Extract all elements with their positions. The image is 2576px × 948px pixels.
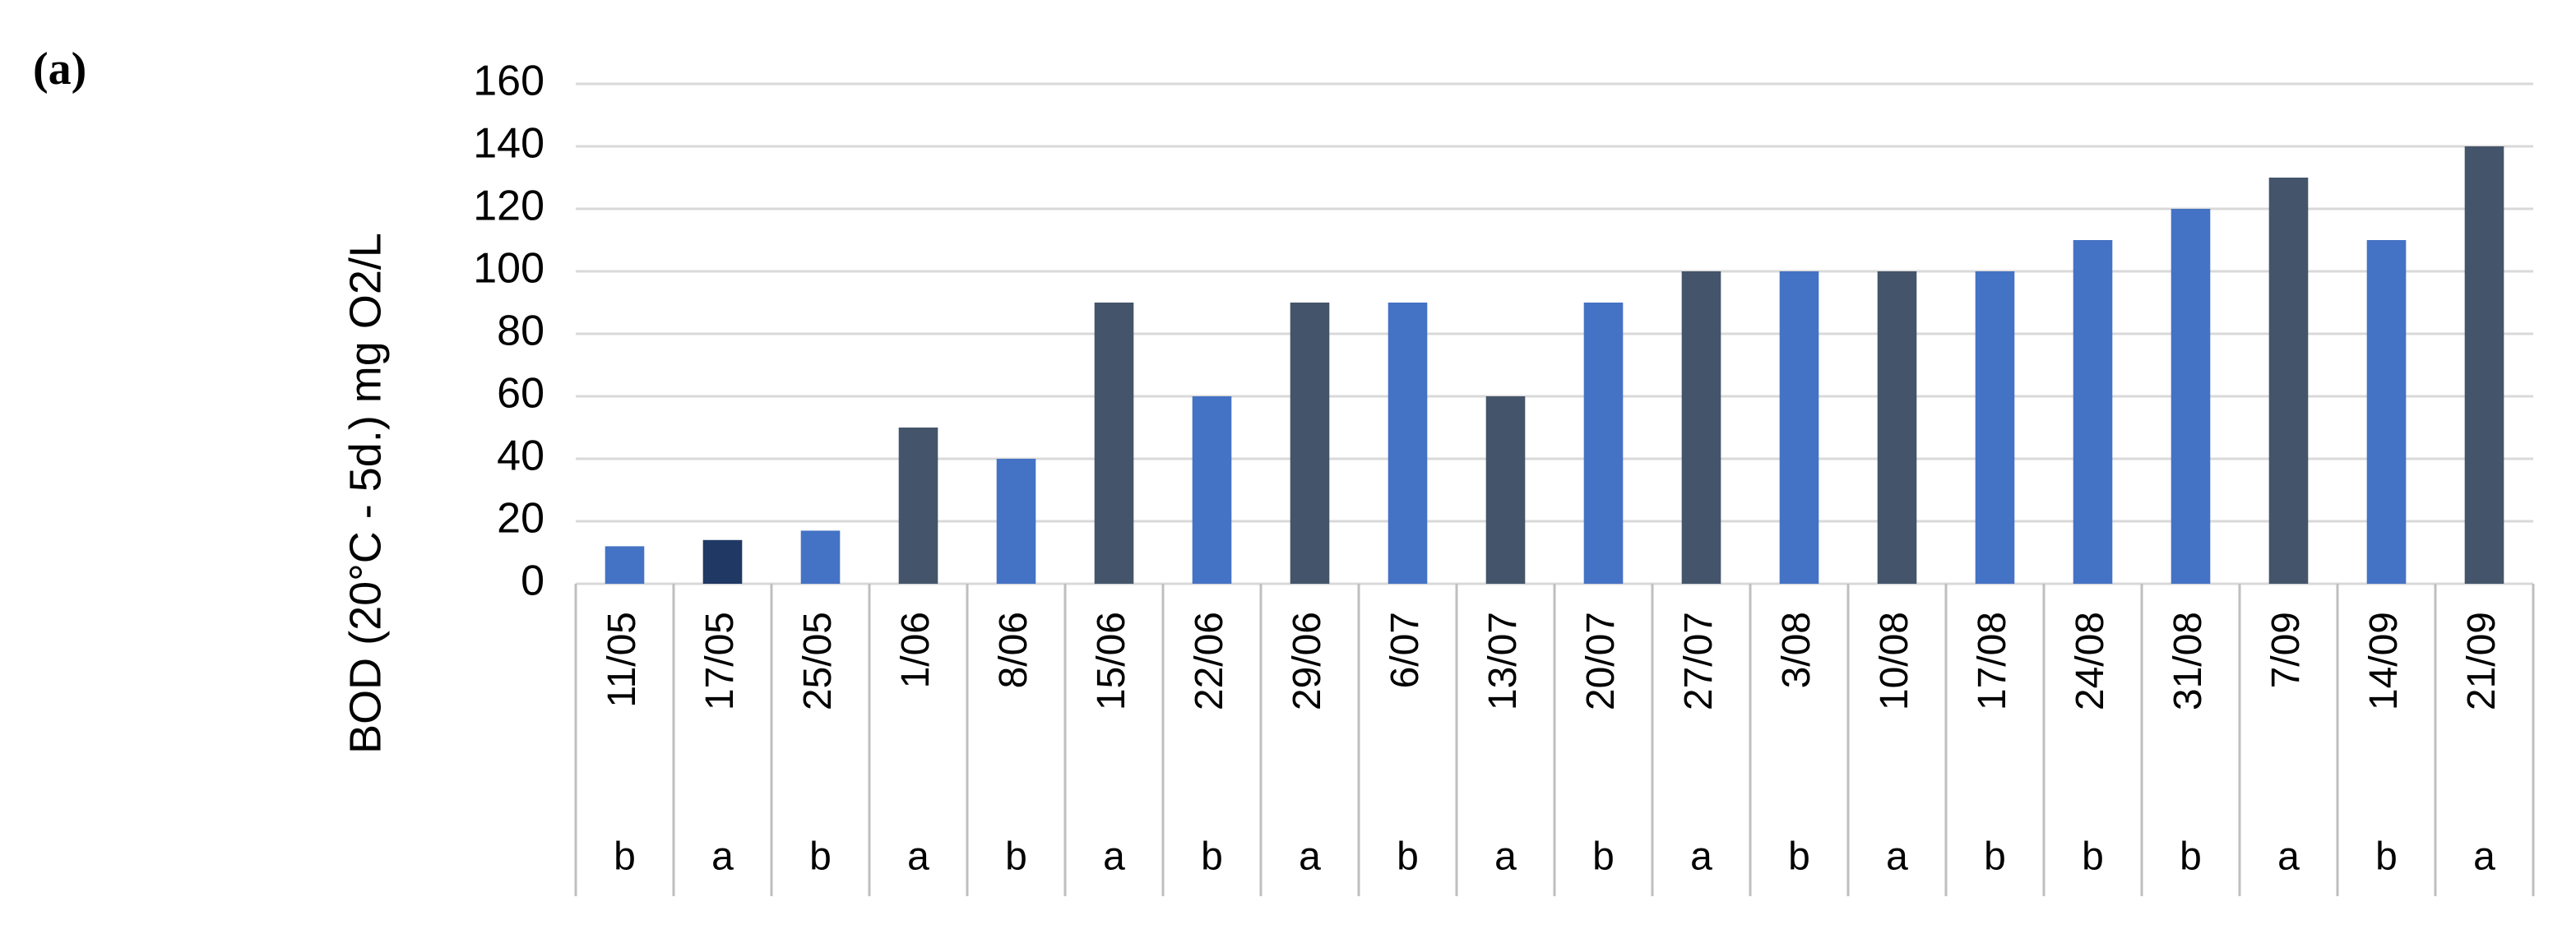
x-tick-label: 14/09 bbox=[2362, 612, 2406, 710]
x-tick-label: 27/07 bbox=[1677, 612, 1721, 710]
x-tick-label: 20/07 bbox=[1579, 612, 1623, 710]
group-label: b bbox=[1984, 835, 2006, 879]
group-label: b bbox=[809, 835, 832, 879]
y-tick-label: 140 bbox=[473, 120, 544, 168]
x-tick-label: 17/05 bbox=[698, 612, 742, 710]
bar bbox=[2268, 178, 2309, 584]
group-label: b bbox=[2375, 835, 2398, 879]
group-label: a bbox=[711, 835, 734, 879]
bar bbox=[1485, 396, 1526, 584]
bar bbox=[1388, 303, 1428, 584]
x-tick-label: 13/07 bbox=[1481, 612, 1525, 710]
group-label: b bbox=[614, 835, 636, 879]
y-axis-label: BOD (20°C - 5d.) mg O2/L bbox=[341, 233, 390, 754]
group-label: b bbox=[1005, 835, 1027, 879]
y-tick-label: 120 bbox=[473, 183, 544, 230]
bar bbox=[1877, 271, 1917, 584]
group-label: b bbox=[1201, 835, 1223, 879]
bar bbox=[1094, 303, 1134, 584]
group-label: a bbox=[1299, 835, 1321, 879]
x-tick-label: 25/05 bbox=[796, 612, 840, 710]
y-tick-label: 0 bbox=[521, 557, 544, 605]
panel-label: (a) bbox=[33, 44, 86, 95]
group-label: b bbox=[1788, 835, 1810, 879]
x-tick-label: 1/06 bbox=[894, 612, 938, 688]
bar bbox=[1779, 271, 1819, 584]
group-label: a bbox=[1886, 835, 1908, 879]
bar bbox=[800, 530, 841, 584]
group-label: a bbox=[2473, 835, 2495, 879]
y-tick-label: 60 bbox=[497, 370, 544, 418]
x-tick-label: 21/09 bbox=[2460, 612, 2504, 710]
x-tick-label: 6/07 bbox=[1383, 612, 1427, 688]
x-tick-label: 31/08 bbox=[2166, 612, 2210, 710]
x-tick-label: 7/09 bbox=[2264, 612, 2308, 688]
x-tick-label: 10/08 bbox=[1873, 612, 1916, 710]
x-tick-label: 22/06 bbox=[1188, 612, 1231, 710]
x-tick-label: 11/05 bbox=[600, 612, 644, 708]
x-tick-label: 8/06 bbox=[992, 612, 1035, 688]
y-tick-label: 40 bbox=[497, 432, 544, 480]
group-label: b bbox=[1592, 835, 1615, 879]
y-tick-label: 160 bbox=[473, 58, 544, 105]
bar bbox=[996, 459, 1036, 584]
bar bbox=[1583, 303, 1624, 584]
group-label: a bbox=[1494, 835, 1517, 879]
bar bbox=[2171, 209, 2211, 584]
bar bbox=[1975, 271, 2015, 584]
y-tick-label: 100 bbox=[473, 245, 544, 293]
bar bbox=[2366, 240, 2407, 584]
bar bbox=[702, 539, 743, 584]
x-tick-label: 24/08 bbox=[2069, 612, 2112, 710]
bar bbox=[1290, 303, 1330, 584]
y-tick-label: 20 bbox=[497, 495, 544, 543]
x-tick-label: 29/06 bbox=[1286, 612, 1329, 710]
group-label: b bbox=[2082, 835, 2104, 879]
bar bbox=[898, 428, 938, 584]
group-label: a bbox=[1690, 835, 1712, 879]
group-label: b bbox=[1397, 835, 1419, 879]
group-label: a bbox=[2277, 835, 2300, 879]
x-tick-label: 15/06 bbox=[1090, 612, 1133, 710]
bar bbox=[2464, 146, 2504, 584]
x-tick-label: 3/08 bbox=[1775, 612, 1818, 688]
y-tick-label: 80 bbox=[497, 308, 544, 355]
bar bbox=[605, 546, 645, 584]
group-label: b bbox=[2180, 835, 2202, 879]
group-label: a bbox=[907, 835, 929, 879]
x-tick-label: 17/08 bbox=[1971, 612, 2014, 710]
group-label: a bbox=[1103, 835, 1125, 879]
bar bbox=[1681, 271, 1721, 584]
bar bbox=[1192, 396, 1232, 584]
bar bbox=[2073, 240, 2113, 584]
